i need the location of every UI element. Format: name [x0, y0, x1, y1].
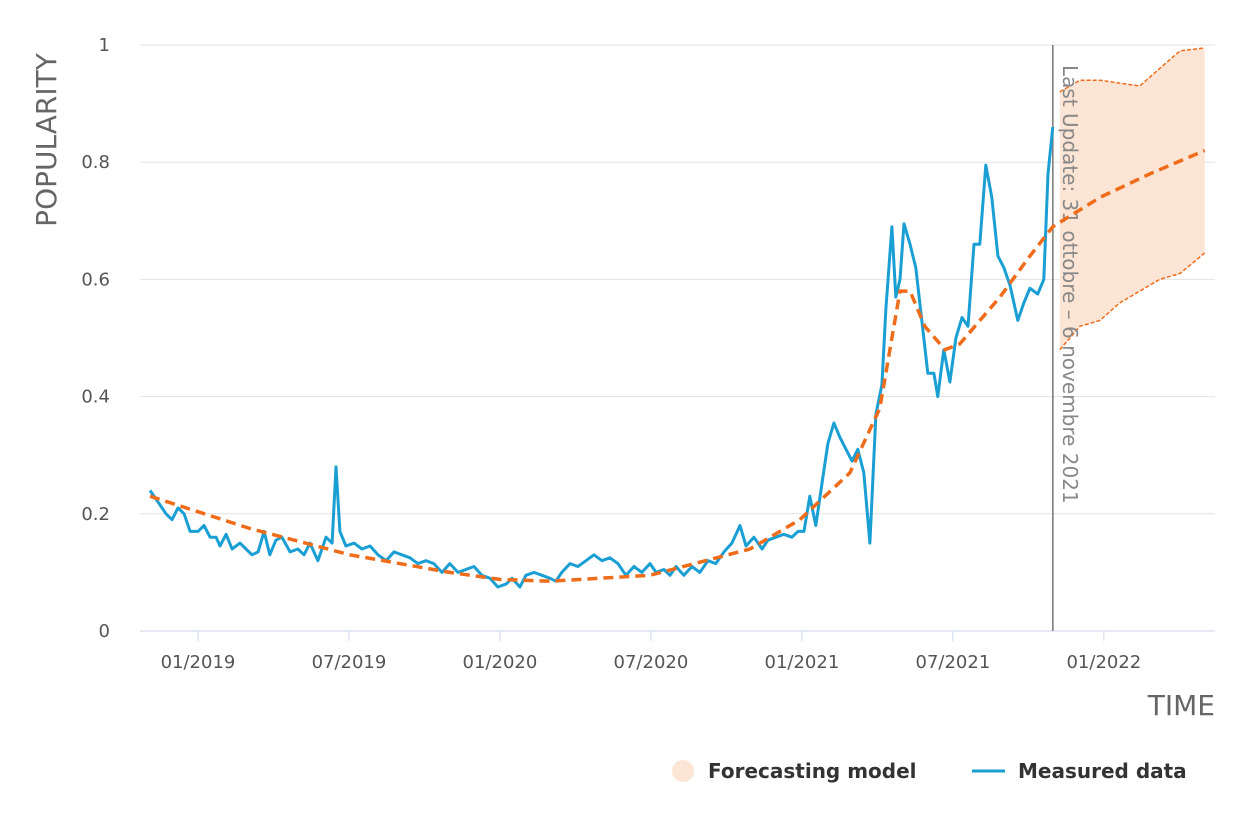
legend-swatch [672, 760, 694, 782]
y-tick-label: 0.8 [81, 152, 110, 173]
y-axis-label: POPULARITY [30, 52, 63, 227]
x-tick-label: 07/2020 [614, 652, 689, 673]
measured-line [148, 126, 1055, 589]
y-tick-label: 0.4 [81, 387, 110, 408]
y-tick-label: 1 [99, 35, 110, 56]
x-tick-label: 07/2021 [916, 652, 991, 673]
trend-line [149, 148, 1206, 583]
legend-label: Measured data [1018, 759, 1187, 783]
last-update-label: Last Update: 31 ottobre – 6 novembre 202… [1058, 65, 1082, 504]
y-tick-label: 0.6 [81, 269, 110, 290]
y-tick-label: 0 [99, 621, 110, 642]
x-tick-label: 01/2021 [765, 652, 840, 673]
legend-label: Forecasting model [708, 759, 917, 783]
x-axis-label: TIME [1147, 689, 1215, 722]
x-tick-label: 01/2020 [463, 652, 538, 673]
y-tick-label: 0.2 [81, 504, 110, 525]
band-upper [1059, 47, 1205, 93]
x-tick-label: 01/2019 [161, 652, 236, 673]
forecast-band [1059, 47, 1205, 350]
x-tick-label: 01/2022 [1066, 652, 1141, 673]
x-tick-label: 07/2019 [312, 652, 387, 673]
